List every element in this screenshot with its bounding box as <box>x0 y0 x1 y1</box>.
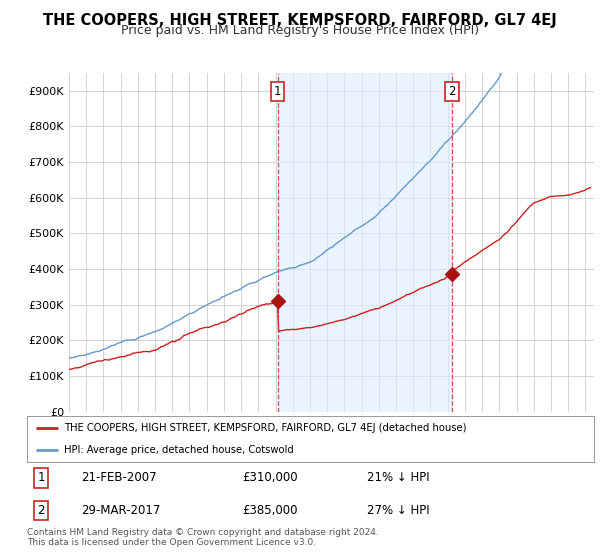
Text: 2: 2 <box>37 504 45 517</box>
Text: 27% ↓ HPI: 27% ↓ HPI <box>367 504 430 517</box>
Text: HPI: Average price, detached house, Cotswold: HPI: Average price, detached house, Cots… <box>64 445 293 455</box>
Bar <box>278 73 452 412</box>
Text: £310,000: £310,000 <box>242 471 298 484</box>
Text: 21-FEB-2007: 21-FEB-2007 <box>81 471 157 484</box>
Text: Price paid vs. HM Land Registry's House Price Index (HPI): Price paid vs. HM Land Registry's House … <box>121 24 479 37</box>
Text: 1: 1 <box>274 85 281 97</box>
Text: THE COOPERS, HIGH STREET, KEMPSFORD, FAIRFORD, GL7 4EJ: THE COOPERS, HIGH STREET, KEMPSFORD, FAI… <box>43 13 557 28</box>
Text: 1: 1 <box>37 471 45 484</box>
Text: Contains HM Land Registry data © Crown copyright and database right 2024.
This d: Contains HM Land Registry data © Crown c… <box>27 528 379 547</box>
Text: 2: 2 <box>448 85 455 97</box>
Text: 29-MAR-2017: 29-MAR-2017 <box>81 504 160 517</box>
Text: 21% ↓ HPI: 21% ↓ HPI <box>367 471 430 484</box>
Text: THE COOPERS, HIGH STREET, KEMPSFORD, FAIRFORD, GL7 4EJ (detached house): THE COOPERS, HIGH STREET, KEMPSFORD, FAI… <box>64 423 466 433</box>
Text: £385,000: £385,000 <box>242 504 298 517</box>
